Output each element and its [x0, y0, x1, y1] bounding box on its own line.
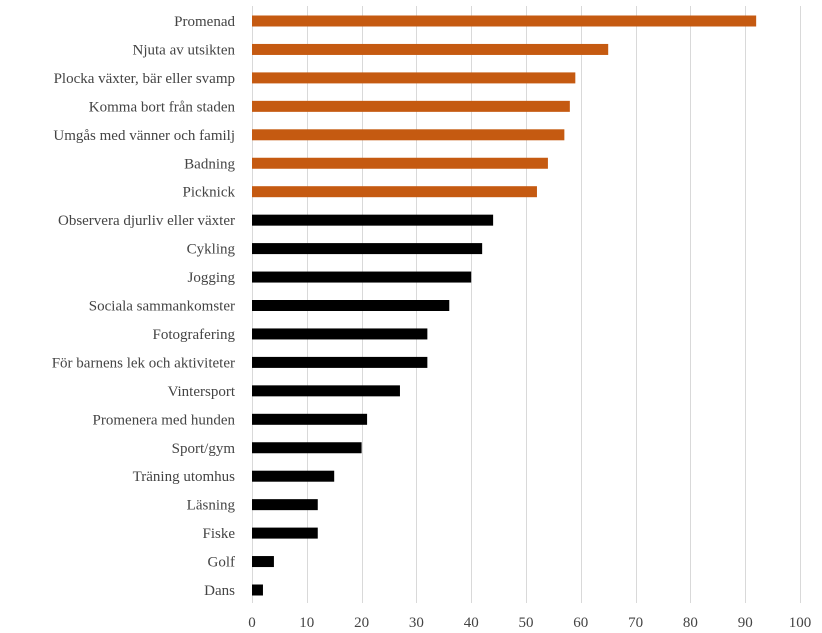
bar	[252, 214, 494, 226]
x-tick-label: 90	[738, 615, 753, 631]
category-label: Dans	[204, 583, 235, 599]
category-label: Plocka växter, bär eller svamp	[54, 71, 235, 87]
category-label: Komma bort från staden	[89, 99, 236, 115]
x-tick-label: 60	[573, 615, 588, 631]
x-tick-label: 40	[464, 615, 479, 631]
x-tick-label: 50	[519, 615, 534, 631]
bar	[252, 100, 570, 112]
category-label: Träning utomhus	[133, 469, 236, 485]
category-label: För barnens lek och aktiviteter	[52, 355, 235, 371]
category-label: Umgås med vänner och familj	[53, 128, 235, 144]
category-label: Sociala sammankomster	[89, 299, 235, 315]
bar	[252, 157, 548, 169]
category-label: Sport/gym	[172, 441, 236, 457]
x-tick-label: 100	[789, 615, 812, 631]
bar	[252, 186, 537, 198]
category-label: Läsning	[187, 498, 236, 514]
category-label: Vintersport	[168, 384, 236, 400]
category-label: Badning	[184, 156, 235, 172]
category-label: Promenad	[174, 14, 235, 30]
x-tick-label: 80	[683, 615, 698, 631]
bar	[252, 271, 472, 283]
category-label: Cykling	[187, 242, 236, 258]
bar	[252, 356, 428, 368]
category-label: Golf	[208, 555, 236, 571]
category-label: Jogging	[187, 270, 235, 286]
category-label: Fotografering	[153, 327, 236, 343]
category-labels: Promenad Njuta av utsikten Plocka växter, …	[52, 14, 236, 599]
category-label: Promenera med hunden	[93, 412, 236, 428]
bar	[252, 129, 565, 141]
category-label: Picknick	[183, 185, 236, 201]
x-tick-label: 10	[299, 615, 314, 631]
category-label: Njuta av utsikten	[133, 42, 236, 58]
x-tick-label: 0	[248, 615, 256, 631]
bar	[252, 442, 362, 454]
bar	[252, 15, 757, 27]
bar	[252, 556, 274, 568]
bar	[252, 470, 335, 482]
x-tick-label: 70	[628, 615, 643, 631]
bar	[252, 300, 450, 311]
bar	[252, 72, 576, 84]
bar	[252, 385, 400, 397]
category-label: Observera djurliv eller växter	[58, 213, 235, 229]
x-tick-label: 20	[354, 615, 369, 631]
x-tick-label: 30	[409, 615, 424, 631]
bars	[252, 15, 757, 596]
bar	[252, 413, 368, 425]
bar	[252, 328, 428, 340]
x-tick-labels: 0 10 20 30 40 50 60 70 80 90 100	[248, 615, 811, 631]
bar	[252, 499, 318, 511]
bar	[252, 43, 609, 55]
bar	[252, 243, 483, 255]
bar	[252, 584, 263, 596]
bar	[252, 527, 318, 539]
category-label: Fiske	[202, 526, 235, 542]
